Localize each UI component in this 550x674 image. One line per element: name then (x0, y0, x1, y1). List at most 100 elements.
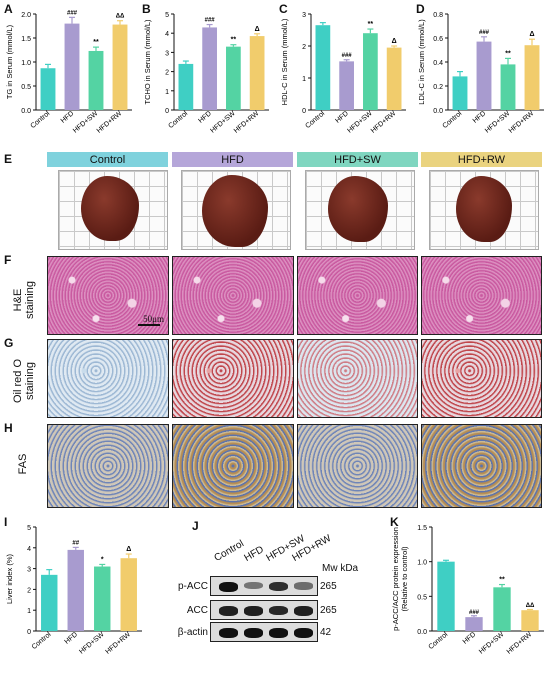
significance-label: ** (231, 37, 237, 44)
y-tick-label: 3 (302, 12, 306, 19)
bar (476, 41, 492, 110)
fas-image-control (47, 424, 169, 508)
blot-band (219, 628, 238, 638)
bar (524, 45, 540, 111)
significance-label: ### (479, 30, 490, 36)
panel-letter-f: F (4, 253, 12, 267)
chart-c-svg: 0 1 2 3 HDL-C in Serum (mmol/L) Control ### HFD… (280, 12, 406, 135)
category-label: HFD+RW (508, 110, 536, 135)
y-tick-label: 3 (27, 567, 31, 574)
blot-band (294, 628, 313, 638)
bar (500, 64, 516, 110)
significance-label: ### (342, 53, 353, 59)
chart-a-svg: 0.0 0.5 1.0 1.5 2.0 TG in Serum (mmol/L) Contr… (5, 10, 132, 135)
bar (339, 61, 354, 110)
lane-label-control: Control (212, 538, 246, 564)
bar (386, 47, 402, 110)
liver-photo-hfd-rw (429, 170, 539, 250)
blot-mw-beta-actin: 42 (320, 627, 332, 638)
y-tick-label: 1.0 (21, 60, 31, 67)
panel-letter-g: G (4, 336, 14, 350)
category-label: HFD+SW (72, 110, 100, 135)
category-label: HFD+RW (370, 110, 398, 135)
y-tick-label: 5 (165, 12, 169, 19)
category-label: HFD (60, 110, 76, 125)
y-tick-label: 4 (165, 31, 169, 38)
bar (437, 561, 455, 631)
y-tick-label: 0 (27, 629, 31, 636)
y-tick-label: 2.0 (21, 12, 31, 19)
category-label: HFD+SW (78, 631, 106, 656)
liver-image (456, 176, 512, 242)
blot-label-beta-actin: β-actin (177, 627, 208, 638)
chart-panel-a: A 0.0 0.5 1.0 1.5 2.0 TG in Serum (mmol/L) Con… (0, 0, 138, 148)
y-tick-label: 1.5 (21, 36, 31, 43)
panel-letter-k: K (390, 515, 399, 529)
y-tick-label: 0.5 (417, 594, 427, 601)
fas-image-hfd (172, 424, 294, 508)
chart-i-svg: 0 1 2 3 4 5 Liver index (%) Control ## HFD * HFD+SW… (5, 525, 142, 656)
y-axis-label: (Relative to control) (400, 546, 409, 612)
y-tick-label: 1 (27, 608, 31, 615)
y-axis-label: HDL-C in Serum (mmol/L) (280, 18, 289, 105)
y-tick-label: 0.0 (433, 108, 443, 115)
he-image-control: 50μm (47, 256, 169, 335)
y-tick-label: 0 (165, 108, 169, 115)
significance-label: * (101, 556, 104, 563)
bar (465, 617, 483, 631)
y-tick-label: 1 (302, 76, 306, 83)
chart-panel-k: K 0.0 0.5 1.0 1.5 p-ACC/ACC protein expressi… (388, 513, 550, 669)
category-label: Control (427, 631, 449, 651)
category-label: Control (167, 110, 189, 130)
y-tick-label: 1.0 (417, 560, 427, 567)
blot-row-beta-actin (210, 622, 318, 642)
bar (315, 25, 331, 111)
y-axis-label: LDL-C in Serum (mmol/L) (417, 19, 426, 105)
liver-photo-hfd (181, 170, 291, 250)
y-tick-label: 2 (302, 44, 306, 51)
category-label: Control (31, 631, 53, 651)
category-label: HFD (197, 110, 213, 125)
category-label: HFD (64, 631, 80, 646)
bar (226, 46, 241, 110)
category-label: HFD+SW (346, 110, 374, 135)
blot-band (244, 606, 263, 616)
y-tick-label: 3 (165, 50, 169, 57)
bar (40, 68, 56, 110)
significance-label: ### (67, 10, 78, 16)
blot-band (219, 582, 238, 592)
blot-band (244, 628, 263, 638)
blot-label-p-acc: p-ACC (177, 581, 208, 592)
y-tick-label: 0.4 (433, 60, 443, 67)
panel-letter-j: J (192, 519, 199, 533)
scale-bar (138, 324, 160, 326)
y-tick-label: 0.2 (433, 84, 443, 91)
category-label: HFD+RW (105, 631, 133, 656)
chart-panel-c: C 0 1 2 3 HDL-C in Serum (mmol/L) Control ### H… (275, 0, 412, 148)
category-label: HFD+RW (233, 110, 261, 135)
oil-red-image-control (47, 339, 169, 418)
blot-label-acc: ACC (186, 605, 208, 616)
row-label-fas: FAS (17, 453, 29, 475)
significance-label: ΔΔ (116, 14, 125, 20)
significance-label: ** (93, 39, 99, 46)
bar (363, 33, 378, 111)
panel-letter-h: H (4, 421, 13, 435)
significance-label: ### (469, 610, 480, 616)
panel-letter-a: A (4, 2, 13, 16)
significance-label: ** (499, 577, 505, 584)
oil-red-image-hfd (172, 339, 294, 418)
bar (493, 587, 511, 631)
y-tick-label: 0.8 (433, 12, 443, 19)
blot-mw-p-acc: 265 (320, 581, 337, 592)
fas-image-hfd-rw (421, 424, 542, 508)
bar (202, 27, 217, 110)
blot-band (269, 582, 288, 592)
y-tick-label: 5 (27, 525, 31, 532)
bar (249, 36, 265, 110)
bar (452, 76, 468, 110)
blot-band (294, 582, 313, 590)
western-blot-panel: J Control HFD HFD+SW HFD+RW Mw kDa p-ACC… (170, 513, 370, 669)
significance-label: ** (505, 50, 511, 57)
blot-row-p-acc (210, 576, 318, 596)
